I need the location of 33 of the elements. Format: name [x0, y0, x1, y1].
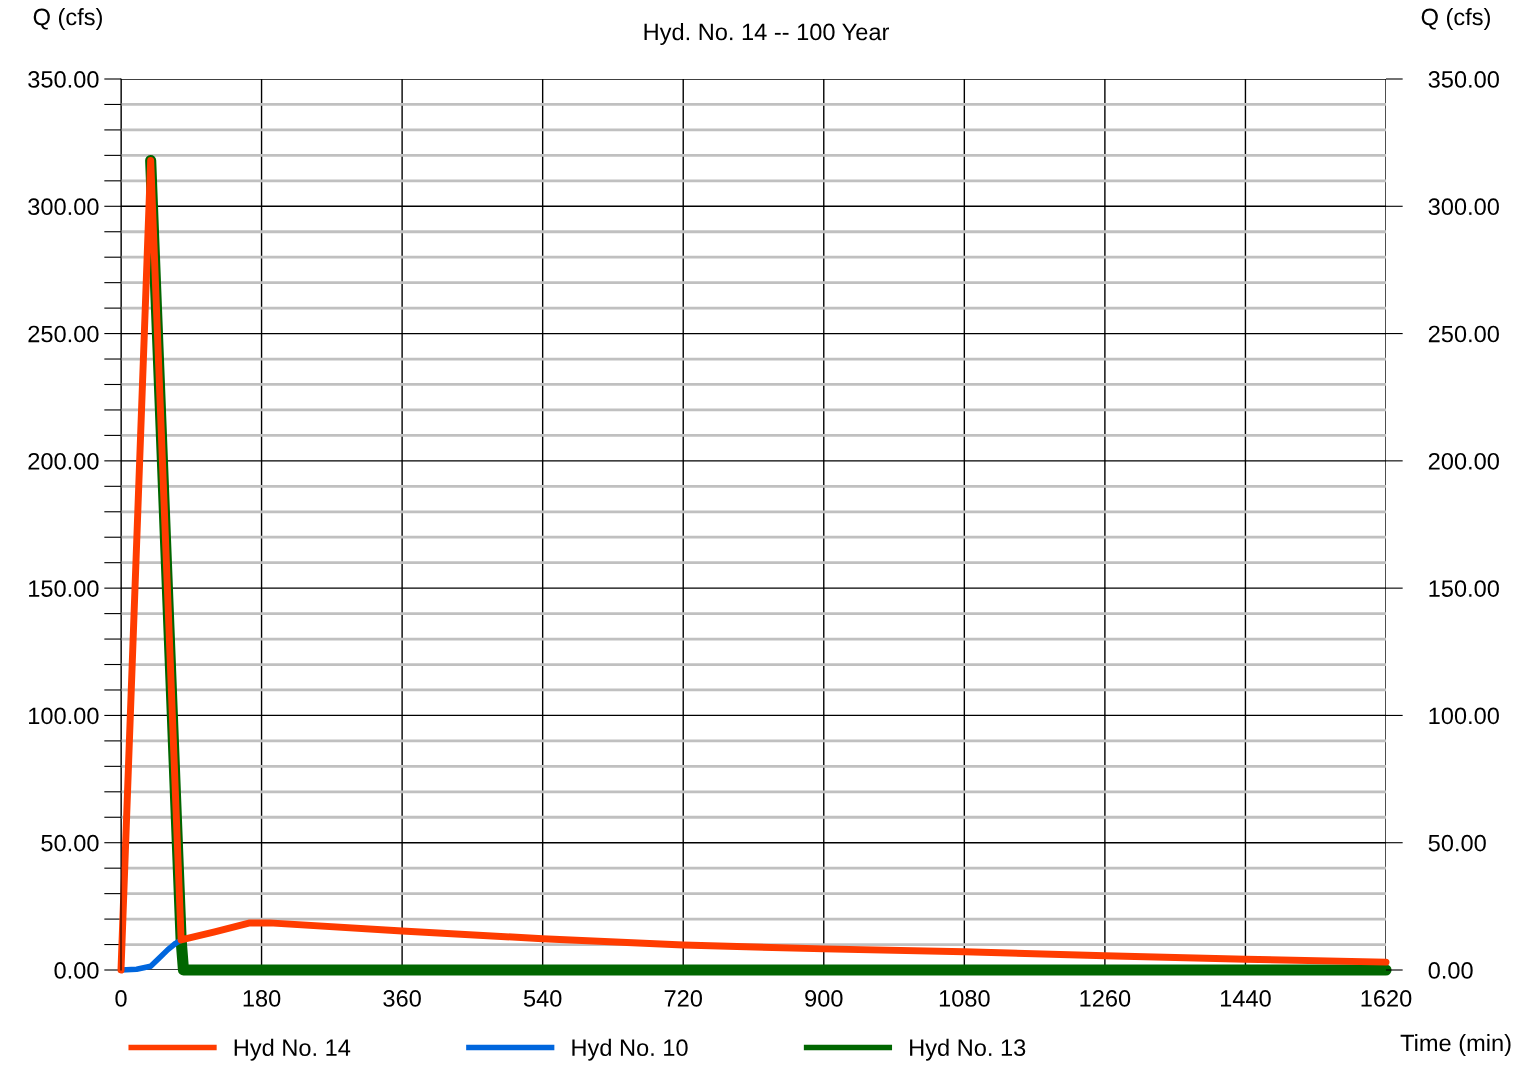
x-tick-label: 0: [115, 990, 127, 1007]
y2-tick-label: 250.00: [1428, 325, 1499, 343]
y2-tick-label: 350.00: [1428, 71, 1499, 88]
y-tick-label: 200.00: [28, 452, 99, 470]
x-tick-label: 900: [805, 990, 843, 1007]
x-tick-label: 1620: [1361, 990, 1412, 1007]
x-tick-label: 540: [523, 990, 562, 1007]
x-tick-label: 1260: [1080, 990, 1131, 1007]
legend-label: Hyd No. 14: [234, 1038, 351, 1061]
y-tick-label: 350.00: [28, 71, 99, 88]
legend-label: Hyd No. 10: [572, 1038, 688, 1061]
x-tick-label: 1440: [1220, 990, 1271, 1007]
x-tick-label: 360: [383, 990, 421, 1007]
x-axis-title: Time (min): [1400, 1033, 1511, 1056]
y2-tick-label: 100.00: [1429, 707, 1499, 725]
y2-tick-label: 0.00: [1428, 962, 1473, 979]
y-axis-title: Q (cfs): [33, 8, 102, 30]
y2-tick-label: 150.00: [1429, 580, 1499, 597]
chart-subtitle: Hyd. No. 14 -- 100 Year: [644, 23, 890, 46]
y-tick-label: 250.00: [28, 325, 99, 343]
y2-tick-label: 50.00: [1428, 834, 1486, 852]
y-tick-label: 150.00: [29, 580, 99, 597]
y2-tick-label: 200.00: [1428, 452, 1499, 470]
legend-label: Hyd No. 13: [910, 1038, 1026, 1061]
y2-axis-title: Q (cfs): [1421, 8, 1490, 30]
y-tick-label: 300.00: [28, 198, 99, 216]
x-tick-label: 1080: [939, 990, 990, 1007]
y-tick-label: 100.00: [29, 707, 99, 725]
y2-tick-label: 300.00: [1428, 198, 1499, 216]
y-tick-label: 50.00: [41, 834, 99, 852]
x-tick-label: 180: [243, 990, 281, 1007]
x-tick-label: 720: [664, 990, 702, 1007]
y-tick-label: 0.00: [54, 962, 99, 979]
